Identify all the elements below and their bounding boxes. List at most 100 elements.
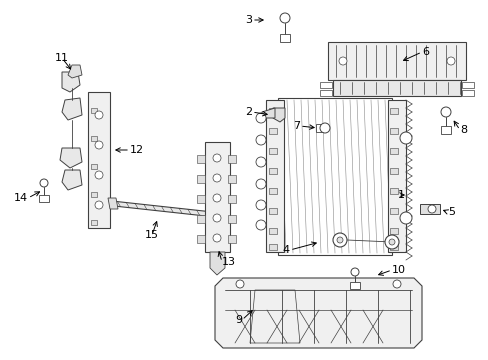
Bar — [227, 235, 236, 243]
Circle shape — [213, 154, 221, 162]
Text: 3: 3 — [244, 15, 251, 25]
Bar — [387, 100, 405, 252]
Bar — [389, 148, 397, 154]
Bar — [197, 175, 204, 183]
Text: 4: 4 — [282, 245, 289, 255]
Bar — [91, 220, 97, 225]
Bar — [197, 215, 204, 223]
Circle shape — [399, 132, 411, 144]
Text: 12: 12 — [130, 145, 144, 155]
Bar — [91, 136, 97, 141]
Text: 6: 6 — [421, 47, 428, 57]
Circle shape — [95, 171, 103, 179]
Bar — [280, 34, 289, 42]
Bar — [268, 208, 276, 214]
Bar — [39, 195, 49, 202]
Bar — [319, 82, 331, 88]
Text: 2: 2 — [244, 107, 251, 117]
Polygon shape — [108, 198, 118, 209]
Circle shape — [256, 157, 265, 167]
Circle shape — [213, 214, 221, 222]
Circle shape — [338, 57, 346, 65]
Bar — [389, 128, 397, 134]
Circle shape — [427, 205, 435, 213]
Bar — [419, 204, 439, 214]
Text: 11: 11 — [55, 53, 69, 63]
Bar — [268, 148, 276, 154]
Bar — [389, 188, 397, 194]
Bar — [268, 228, 276, 234]
Bar — [227, 155, 236, 163]
Circle shape — [95, 141, 103, 149]
Bar — [227, 175, 236, 183]
Circle shape — [350, 268, 358, 276]
Bar — [349, 282, 359, 289]
Bar — [319, 90, 331, 96]
Bar — [461, 90, 473, 96]
Polygon shape — [215, 278, 421, 348]
Circle shape — [256, 135, 265, 145]
Bar — [197, 195, 204, 203]
Circle shape — [256, 113, 265, 123]
Bar — [197, 235, 204, 243]
Polygon shape — [68, 65, 82, 78]
Text: 14: 14 — [14, 193, 28, 203]
Circle shape — [40, 179, 48, 187]
Text: 13: 13 — [222, 257, 236, 267]
Circle shape — [399, 212, 411, 224]
Bar — [227, 195, 236, 203]
Circle shape — [213, 174, 221, 182]
Circle shape — [440, 107, 450, 117]
Circle shape — [95, 111, 103, 119]
Bar — [389, 244, 397, 250]
Bar — [204, 142, 229, 252]
Polygon shape — [220, 210, 229, 221]
Circle shape — [256, 220, 265, 230]
Text: 15: 15 — [145, 230, 159, 240]
Circle shape — [95, 201, 103, 209]
Polygon shape — [209, 252, 224, 275]
Circle shape — [336, 237, 342, 243]
Bar — [88, 92, 110, 228]
Circle shape — [392, 280, 400, 288]
Bar — [389, 168, 397, 174]
Polygon shape — [262, 108, 274, 118]
Polygon shape — [112, 201, 224, 218]
Polygon shape — [62, 72, 80, 92]
Polygon shape — [62, 170, 82, 190]
Bar — [278, 98, 391, 255]
Bar — [389, 108, 397, 114]
Bar — [327, 42, 465, 80]
Bar — [91, 164, 97, 169]
Bar — [389, 208, 397, 214]
Text: 1: 1 — [397, 190, 404, 200]
Circle shape — [280, 13, 289, 23]
Bar — [265, 100, 284, 252]
Polygon shape — [272, 108, 285, 122]
Circle shape — [213, 234, 221, 242]
Bar — [315, 124, 324, 132]
Bar — [268, 168, 276, 174]
Circle shape — [384, 235, 398, 249]
Bar — [91, 108, 97, 113]
Text: 8: 8 — [459, 125, 466, 135]
Circle shape — [319, 123, 329, 133]
Circle shape — [213, 194, 221, 202]
Circle shape — [446, 57, 454, 65]
Circle shape — [236, 280, 244, 288]
Text: 10: 10 — [391, 265, 405, 275]
Text: 5: 5 — [447, 207, 454, 217]
Circle shape — [256, 200, 265, 210]
Text: 9: 9 — [234, 315, 242, 325]
Bar — [268, 244, 276, 250]
Bar — [227, 215, 236, 223]
Circle shape — [388, 239, 394, 245]
Bar — [440, 126, 450, 134]
Bar — [389, 228, 397, 234]
Bar — [332, 80, 460, 96]
Polygon shape — [62, 98, 82, 120]
Circle shape — [332, 233, 346, 247]
Bar — [91, 192, 97, 197]
Bar — [461, 82, 473, 88]
Bar — [268, 188, 276, 194]
